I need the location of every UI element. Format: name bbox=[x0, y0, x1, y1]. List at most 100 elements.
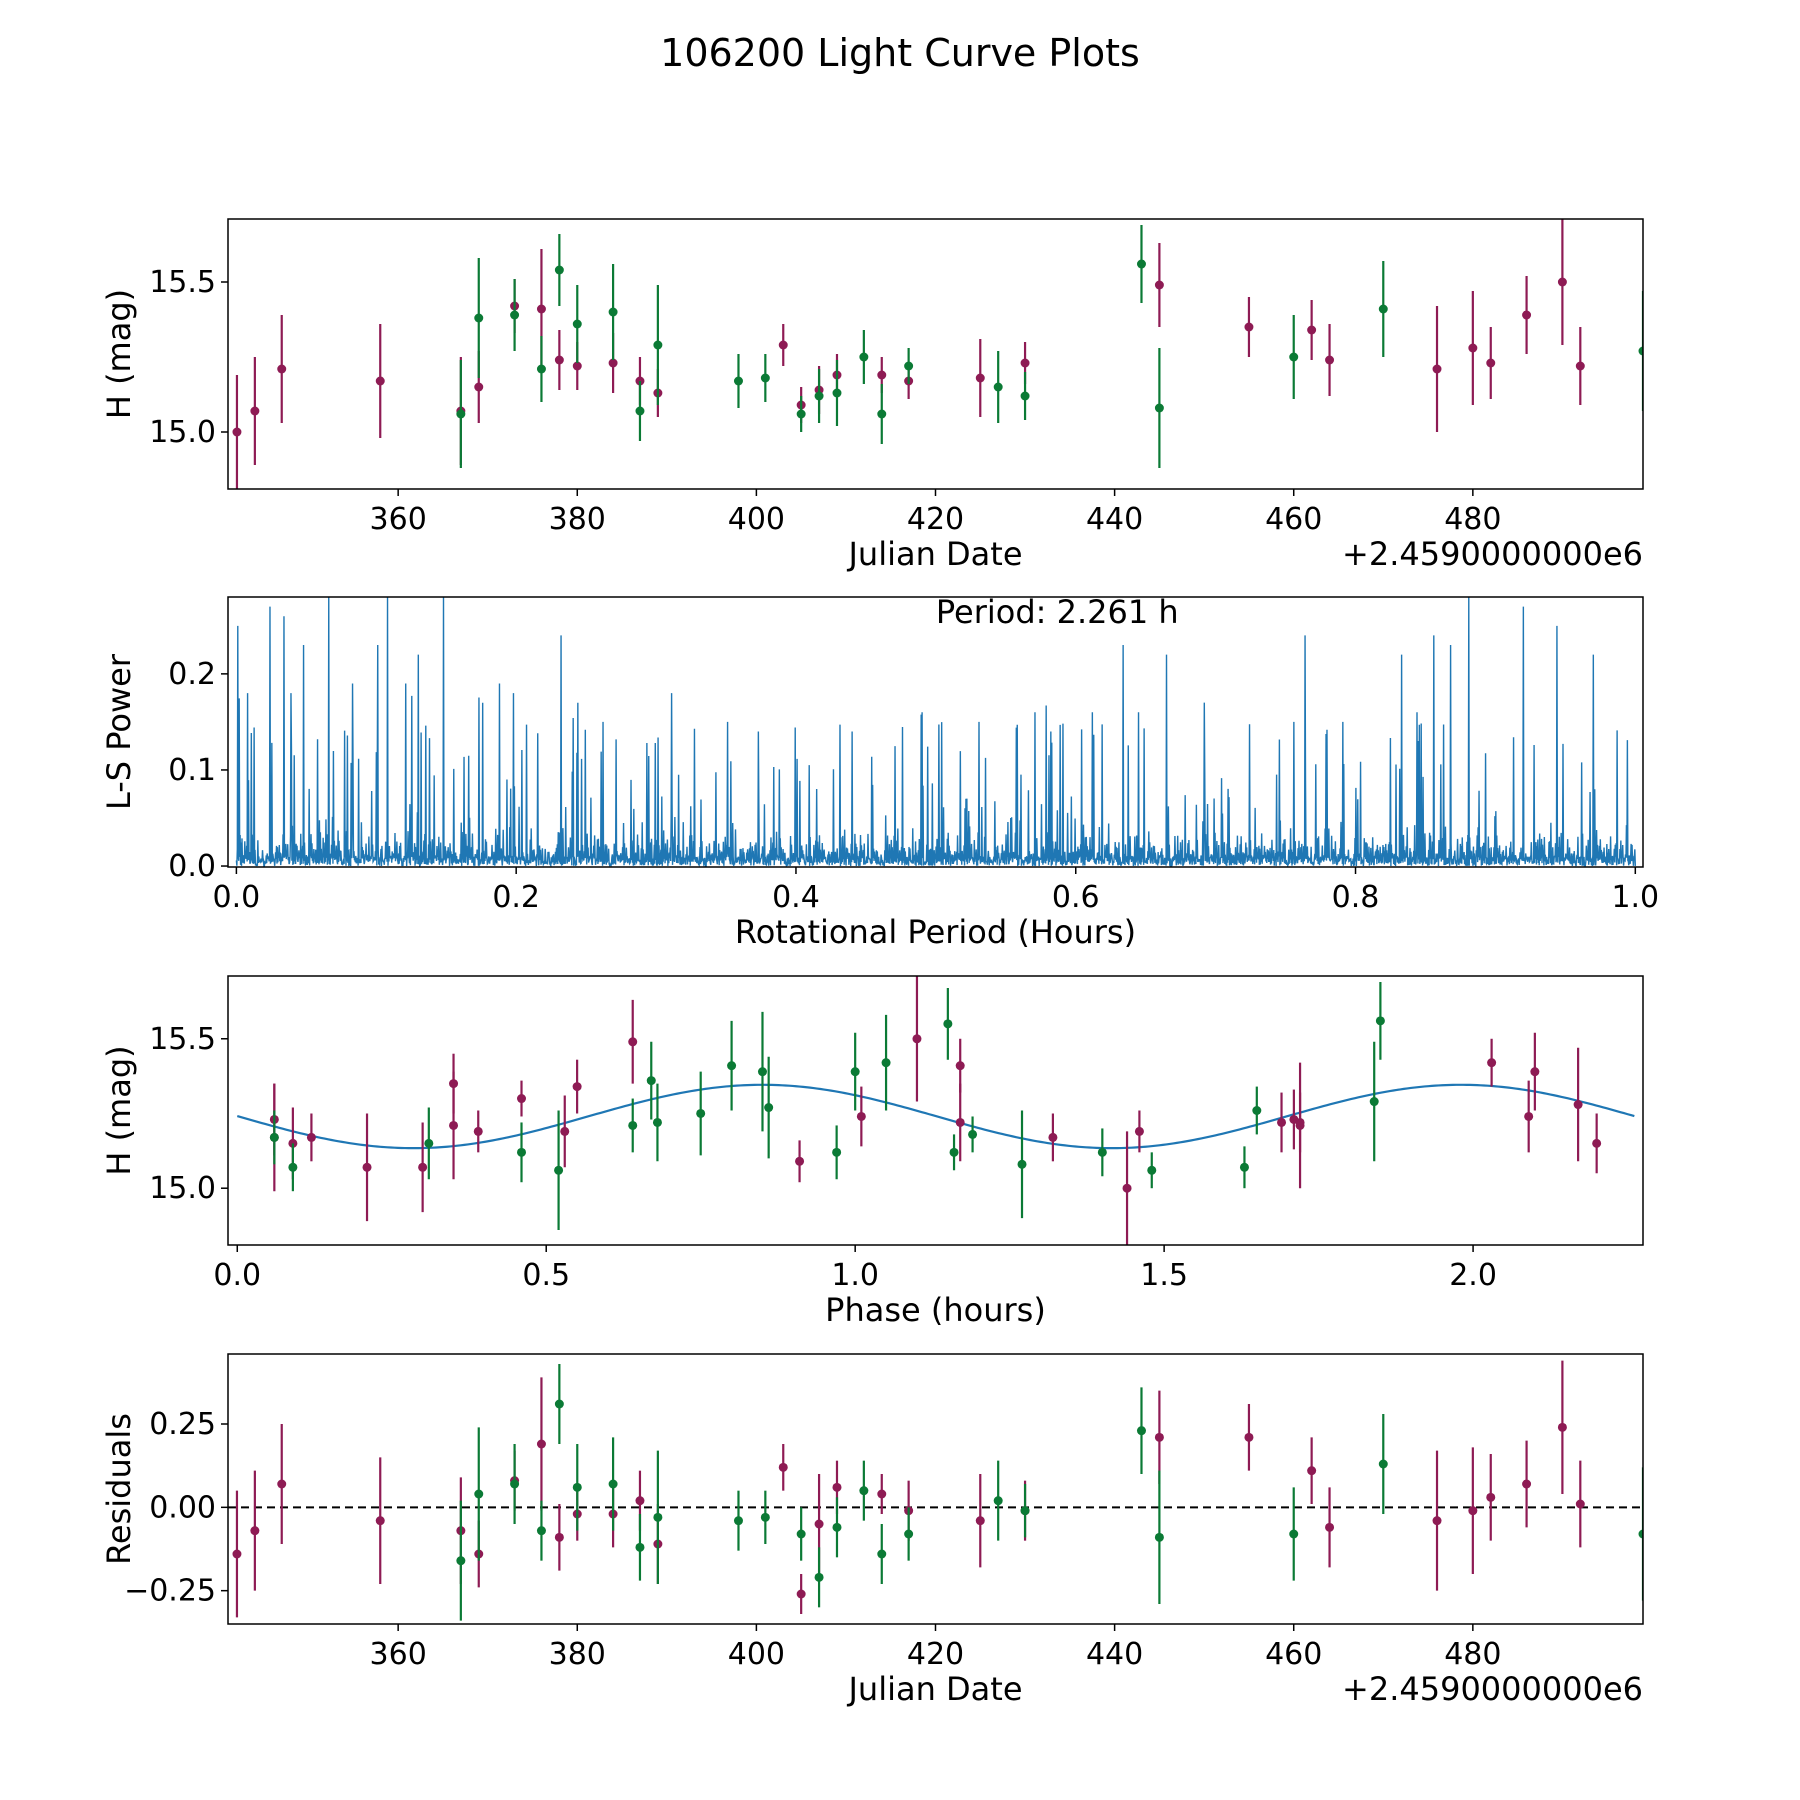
point-marker bbox=[536, 364, 546, 374]
point-marker bbox=[1487, 1058, 1497, 1068]
point-marker bbox=[1289, 352, 1299, 362]
data-point bbox=[1252, 1086, 1262, 1135]
data-point bbox=[733, 354, 743, 408]
x-tick-label: 1.0 bbox=[1611, 880, 1659, 915]
point-marker bbox=[778, 1462, 788, 1472]
data-point bbox=[1154, 1470, 1164, 1604]
data-point bbox=[1530, 1032, 1540, 1111]
data-point bbox=[904, 348, 914, 384]
point-marker bbox=[1369, 1097, 1379, 1107]
point-marker bbox=[832, 1147, 842, 1157]
point-marker bbox=[1097, 1147, 1107, 1157]
data-point bbox=[652, 1083, 662, 1162]
data-point bbox=[968, 1116, 978, 1153]
point-marker bbox=[1522, 310, 1532, 320]
data-point bbox=[1154, 243, 1164, 327]
data-point bbox=[757, 1011, 767, 1132]
y-axis-label: H (mag) bbox=[100, 1045, 138, 1175]
data-point bbox=[473, 1110, 483, 1153]
x-offset-label: +2.4590000000e6 bbox=[1342, 1670, 1643, 1708]
point-marker bbox=[449, 1120, 459, 1130]
data-point bbox=[232, 1490, 242, 1618]
data-point bbox=[288, 1143, 298, 1192]
data-point bbox=[474, 258, 484, 378]
data-point bbox=[375, 1457, 385, 1584]
data-point bbox=[608, 1437, 618, 1531]
data-point bbox=[1325, 1487, 1335, 1568]
data-point bbox=[733, 1490, 743, 1551]
data-point bbox=[1239, 1146, 1249, 1189]
y-axis-label: Residuals bbox=[100, 1413, 138, 1565]
data-point bbox=[250, 1470, 260, 1591]
data-point bbox=[653, 285, 663, 405]
data-point bbox=[850, 1032, 860, 1111]
point-marker bbox=[1154, 1532, 1164, 1542]
point-marker bbox=[1244, 1432, 1254, 1442]
period-annotation: Period: 2.261 h bbox=[936, 593, 1179, 631]
data-point bbox=[1575, 1460, 1585, 1548]
point-marker bbox=[696, 1108, 706, 1118]
point-marker bbox=[1154, 1432, 1164, 1442]
point-marker bbox=[1530, 1067, 1540, 1077]
point-marker bbox=[1375, 1016, 1385, 1026]
x-axis-label: Phase (hours) bbox=[825, 1291, 1046, 1329]
data-point bbox=[375, 324, 385, 438]
data-point bbox=[1638, 1467, 1643, 1601]
data-point bbox=[760, 1490, 770, 1544]
data-point bbox=[635, 1514, 645, 1581]
y-tick-label: 15.5 bbox=[149, 1022, 216, 1057]
data-point bbox=[1432, 306, 1442, 432]
point-marker bbox=[832, 1522, 842, 1532]
data-point bbox=[572, 285, 582, 363]
data-point bbox=[306, 1113, 316, 1162]
data-point bbox=[796, 1574, 806, 1614]
x-tick-label: 380 bbox=[549, 1637, 606, 1672]
point-marker bbox=[1252, 1106, 1262, 1115]
x-tick-label: 440 bbox=[1086, 1637, 1143, 1672]
data-point bbox=[572, 1059, 582, 1114]
x-tick-label: 0.2 bbox=[492, 880, 540, 915]
data-point bbox=[362, 1113, 372, 1222]
point-marker bbox=[1573, 1100, 1583, 1110]
data-point bbox=[277, 1424, 287, 1544]
point-marker bbox=[250, 406, 260, 416]
data-point bbox=[795, 1140, 805, 1183]
x-axis-label: Julian Date bbox=[846, 535, 1022, 573]
point-marker bbox=[635, 1496, 645, 1506]
data-point bbox=[904, 1507, 914, 1561]
y-tick-label: 15.0 bbox=[149, 415, 216, 450]
point-marker bbox=[1486, 358, 1496, 368]
data-point bbox=[232, 375, 242, 489]
data-point bbox=[1020, 372, 1030, 420]
data-point bbox=[456, 1500, 466, 1621]
point-marker bbox=[877, 370, 887, 380]
data-point bbox=[510, 1444, 520, 1524]
point-marker bbox=[608, 1479, 618, 1489]
data-point bbox=[856, 1086, 866, 1147]
data-point bbox=[912, 976, 922, 1102]
data-point bbox=[1017, 1110, 1027, 1219]
data-point bbox=[536, 1377, 546, 1511]
axes-frame bbox=[227, 218, 1644, 490]
y-tick-label: −0.25 bbox=[124, 1574, 216, 1609]
data-point bbox=[1369, 1041, 1379, 1162]
point-marker bbox=[1244, 322, 1254, 332]
data-point bbox=[877, 1474, 887, 1514]
data-point bbox=[778, 1444, 788, 1491]
data-point bbox=[1147, 1152, 1157, 1189]
point-marker bbox=[362, 1162, 372, 1172]
data-point bbox=[250, 357, 260, 465]
data-point bbox=[764, 1056, 774, 1159]
data-point bbox=[628, 999, 638, 1084]
point-marker bbox=[757, 1067, 767, 1077]
axes-frame bbox=[227, 596, 1644, 868]
data-point bbox=[1289, 315, 1299, 399]
data-point bbox=[277, 315, 287, 423]
data-point bbox=[628, 1098, 638, 1153]
point-marker bbox=[1277, 1117, 1287, 1127]
point-marker bbox=[572, 319, 582, 329]
data-point bbox=[796, 396, 806, 432]
point-marker bbox=[877, 1549, 887, 1559]
point-marker bbox=[796, 409, 806, 419]
